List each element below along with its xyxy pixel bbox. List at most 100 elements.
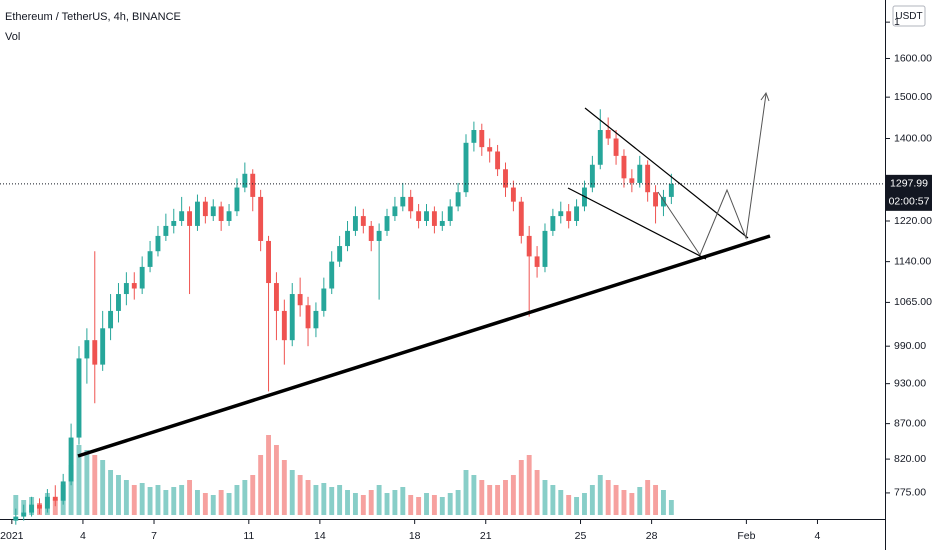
- candle-body: [645, 164, 651, 193]
- candle-body: [305, 305, 311, 329]
- candle-body: [495, 151, 501, 170]
- candle-body: [668, 183, 674, 197]
- candle-body: [179, 211, 185, 221]
- y-tick-label: 1: [894, 16, 900, 28]
- volume-bar: [589, 485, 595, 515]
- volume-bar: [218, 490, 224, 515]
- candle-body: [171, 220, 177, 226]
- volume-bar: [653, 485, 659, 515]
- candle-body: [68, 437, 74, 482]
- x-tick-label: Feb: [737, 530, 755, 542]
- candle-body: [210, 206, 216, 217]
- volume-bar: [352, 493, 358, 515]
- candle-body: [550, 216, 556, 231]
- volume-bar: [305, 480, 311, 515]
- volume-bar: [289, 470, 295, 515]
- y-tick-label: 1500.00: [894, 91, 932, 103]
- candle-body: [384, 216, 390, 231]
- volume-bar: [582, 493, 587, 515]
- wedge-upper: [584, 107, 749, 239]
- candle-body: [518, 201, 524, 236]
- volume-bar: [637, 487, 643, 515]
- volume-bar: [613, 485, 619, 515]
- candle-body: [352, 216, 358, 231]
- candle-body: [202, 201, 208, 217]
- chart-title: Ethereum / TetherUS, 4h, BINANCE: [5, 11, 181, 23]
- candle-body: [621, 155, 627, 179]
- volume-bar: [273, 445, 279, 515]
- candle-body: [360, 216, 366, 226]
- candle-body: [345, 230, 350, 247]
- candle-body: [266, 240, 271, 284]
- volume-bar: [621, 490, 627, 515]
- x-tick-label: 28: [646, 530, 658, 542]
- candle-body: [566, 211, 572, 221]
- x-tick-label: 4: [815, 530, 821, 542]
- candle-body: [613, 138, 619, 156]
- candle-body: [605, 130, 611, 139]
- volume-bar: [463, 470, 469, 515]
- candle-body: [534, 256, 540, 267]
- candle-body: [123, 283, 129, 295]
- volume-bar: [210, 495, 216, 515]
- x-tick-label: 21: [480, 530, 492, 542]
- candle-body: [424, 211, 429, 221]
- candle-body: [226, 211, 232, 221]
- candle-body: [447, 206, 453, 221]
- candle-body: [116, 294, 121, 311]
- candle-body: [661, 196, 666, 207]
- candle-body: [597, 130, 603, 165]
- volume-bar: [147, 487, 153, 515]
- volume-bar: [163, 490, 169, 515]
- volume-bar: [52, 499, 58, 515]
- candle-body: [13, 516, 19, 521]
- candle-body: [281, 310, 287, 341]
- candle-body: [542, 230, 548, 267]
- volume-bar: [408, 495, 414, 515]
- candle-body: [108, 310, 114, 329]
- volume-bar: [439, 497, 445, 515]
- volume-bar: [668, 500, 674, 515]
- volume-bar: [84, 450, 90, 515]
- volume-bar: [479, 480, 485, 515]
- candle-body: [558, 211, 564, 217]
- candle-body: [487, 147, 493, 152]
- volume-bar: [234, 485, 240, 515]
- volume-bar: [447, 493, 453, 515]
- x-tick-label: 7: [151, 530, 157, 542]
- volume-bar: [471, 475, 477, 515]
- currency-label[interactable]: USDT: [895, 11, 922, 22]
- candle-body: [131, 283, 137, 289]
- volume-bar: [661, 490, 666, 515]
- volume-bar: [424, 493, 429, 515]
- candle-body: [376, 230, 382, 241]
- x-tick-label: 18: [409, 530, 421, 542]
- volume-bar: [242, 480, 248, 515]
- volume-bar: [139, 483, 145, 515]
- projection-arrowhead: [760, 91, 770, 102]
- volume-bar: [597, 475, 603, 515]
- volume-bar: [155, 485, 161, 515]
- candle-body: [195, 201, 200, 226]
- candle-body: [147, 251, 153, 267]
- candle-body: [629, 178, 635, 183]
- y-tick-label: 820.00: [894, 453, 926, 465]
- volume-bar: [487, 485, 493, 515]
- currency-box[interactable]: [892, 5, 926, 27]
- volume-bar: [534, 470, 540, 515]
- candle-body: [329, 261, 335, 289]
- volume-bar: [392, 490, 398, 515]
- candle-body: [653, 192, 659, 207]
- volume-bar: [510, 475, 516, 515]
- volume-bar: [345, 490, 350, 515]
- volume-bar: [226, 493, 232, 515]
- volume-bar: [108, 470, 114, 515]
- candle-body: [416, 211, 422, 221]
- candle-body: [60, 481, 66, 501]
- volume-bar: [195, 490, 200, 515]
- candle-body: [408, 196, 414, 212]
- x-tick-label: 2021: [0, 530, 24, 542]
- volume-bar: [400, 487, 406, 515]
